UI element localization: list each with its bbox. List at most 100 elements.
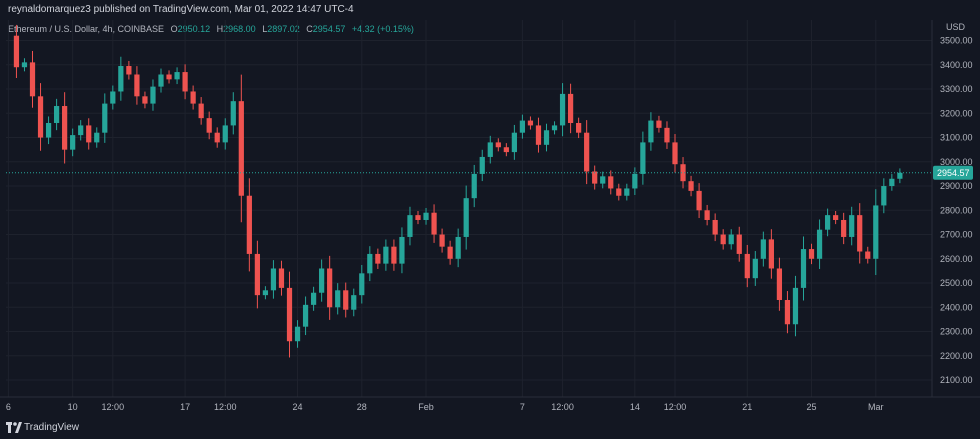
candle	[849, 206, 855, 246]
candle-body	[768, 239, 774, 269]
candle	[576, 117, 582, 139]
candle-body	[503, 147, 509, 153]
close-label: C	[306, 24, 313, 34]
candle	[319, 259, 325, 302]
candle	[720, 229, 726, 250]
candle-body	[423, 212, 429, 220]
candle-body	[45, 122, 52, 138]
candle-body	[166, 74, 172, 80]
candle	[744, 244, 750, 288]
time-tick-label: 12:00	[664, 402, 687, 412]
candle-body	[487, 142, 493, 157]
candle-body	[78, 125, 84, 136]
candle	[359, 264, 365, 304]
candle-body	[182, 72, 188, 92]
candle	[511, 124, 517, 160]
candle-body	[62, 106, 68, 150]
candle	[696, 183, 702, 219]
time-tick-label: Mar	[868, 402, 884, 412]
open-label: O	[170, 24, 178, 34]
symbol-name[interactable]: Ethereum / U.S. Dollar, 4h, COINBASE	[8, 24, 165, 34]
candle	[70, 128, 76, 157]
candle-body	[664, 127, 670, 143]
candle-body	[407, 215, 413, 237]
candle-body	[808, 249, 815, 259]
candle-body	[648, 120, 654, 143]
candle	[527, 116, 534, 130]
time-tick-label: 24	[293, 402, 303, 412]
time-axis[interactable]: 6 10 12:00 17 12:00 24 28 Feb 7 12:00 14 12:00 21 25 M…	[6, 402, 884, 412]
candle-body	[262, 290, 269, 296]
candle	[407, 206, 413, 246]
candle-body	[254, 253, 260, 296]
last-price-tag: 2954.57	[933, 165, 973, 180]
candle	[21, 58, 28, 72]
candlestick-chart[interactable]: USD 2100.002200.002300.002400.002500.002…	[0, 0, 980, 417]
candle-body	[696, 190, 702, 211]
candle	[736, 226, 742, 262]
candle	[327, 255, 333, 320]
candle-body	[479, 156, 485, 174]
candle-body	[351, 295, 357, 310]
candle	[166, 70, 172, 84]
price-tick-label: 3500.00	[940, 36, 973, 46]
candle	[816, 219, 823, 269]
time-tick-label: 21	[742, 402, 752, 412]
candle	[833, 211, 839, 225]
candle-body	[110, 91, 116, 104]
price-tick-label: 2600.00	[940, 254, 973, 264]
candle	[343, 282, 349, 318]
price-axis[interactable]: 2100.00 2200.00 2300.00 2400.00 2500.00 2600.…	[940, 36, 973, 385]
candle-body	[343, 290, 349, 310]
candle-body	[37, 96, 44, 138]
candle-body	[600, 176, 606, 184]
candle	[278, 260, 285, 296]
low-label: L	[262, 24, 268, 34]
candle	[367, 246, 373, 282]
price-tick-label: 2700.00	[940, 230, 973, 240]
candle	[415, 211, 421, 225]
candle	[383, 239, 389, 271]
candle	[254, 240, 260, 309]
grid	[6, 20, 932, 397]
candle-body	[302, 304, 309, 327]
candle	[800, 236, 807, 301]
candle-body	[383, 246, 389, 264]
candle-body	[576, 122, 582, 133]
candle-body	[270, 268, 277, 291]
candle	[158, 68, 164, 93]
time-tick-label: 6	[6, 402, 11, 412]
candle-body	[760, 239, 766, 259]
candle-body	[704, 210, 710, 220]
candle	[897, 168, 903, 184]
tradingview-brand: TradingView	[24, 422, 80, 433]
candle	[13, 24, 20, 79]
candle	[182, 64, 188, 100]
time-tick-label: 10	[68, 402, 78, 412]
candle	[110, 85, 116, 110]
candle	[439, 228, 445, 253]
candle-body	[800, 249, 807, 288]
candle-body	[327, 268, 333, 308]
time-tick-label: 25	[807, 402, 817, 412]
candle-body	[399, 236, 405, 264]
candle	[351, 288, 357, 317]
candle	[664, 121, 670, 149]
candle	[680, 157, 686, 189]
candle-body	[824, 215, 831, 230]
candle-body	[439, 234, 445, 247]
candle-body	[608, 176, 614, 189]
candle-body	[672, 142, 678, 165]
time-tick-label: 28	[357, 402, 367, 412]
candle-body	[214, 132, 220, 143]
candle	[551, 121, 558, 135]
candle-body	[640, 142, 646, 174]
candle	[752, 251, 758, 286]
candle	[841, 212, 847, 245]
candle-body	[118, 66, 124, 92]
open-value: 2950.12	[177, 24, 211, 34]
time-tick-label: 12:00	[214, 402, 237, 412]
candle-body	[158, 74, 164, 87]
candle-body	[833, 215, 839, 220]
candle-body	[471, 173, 477, 199]
